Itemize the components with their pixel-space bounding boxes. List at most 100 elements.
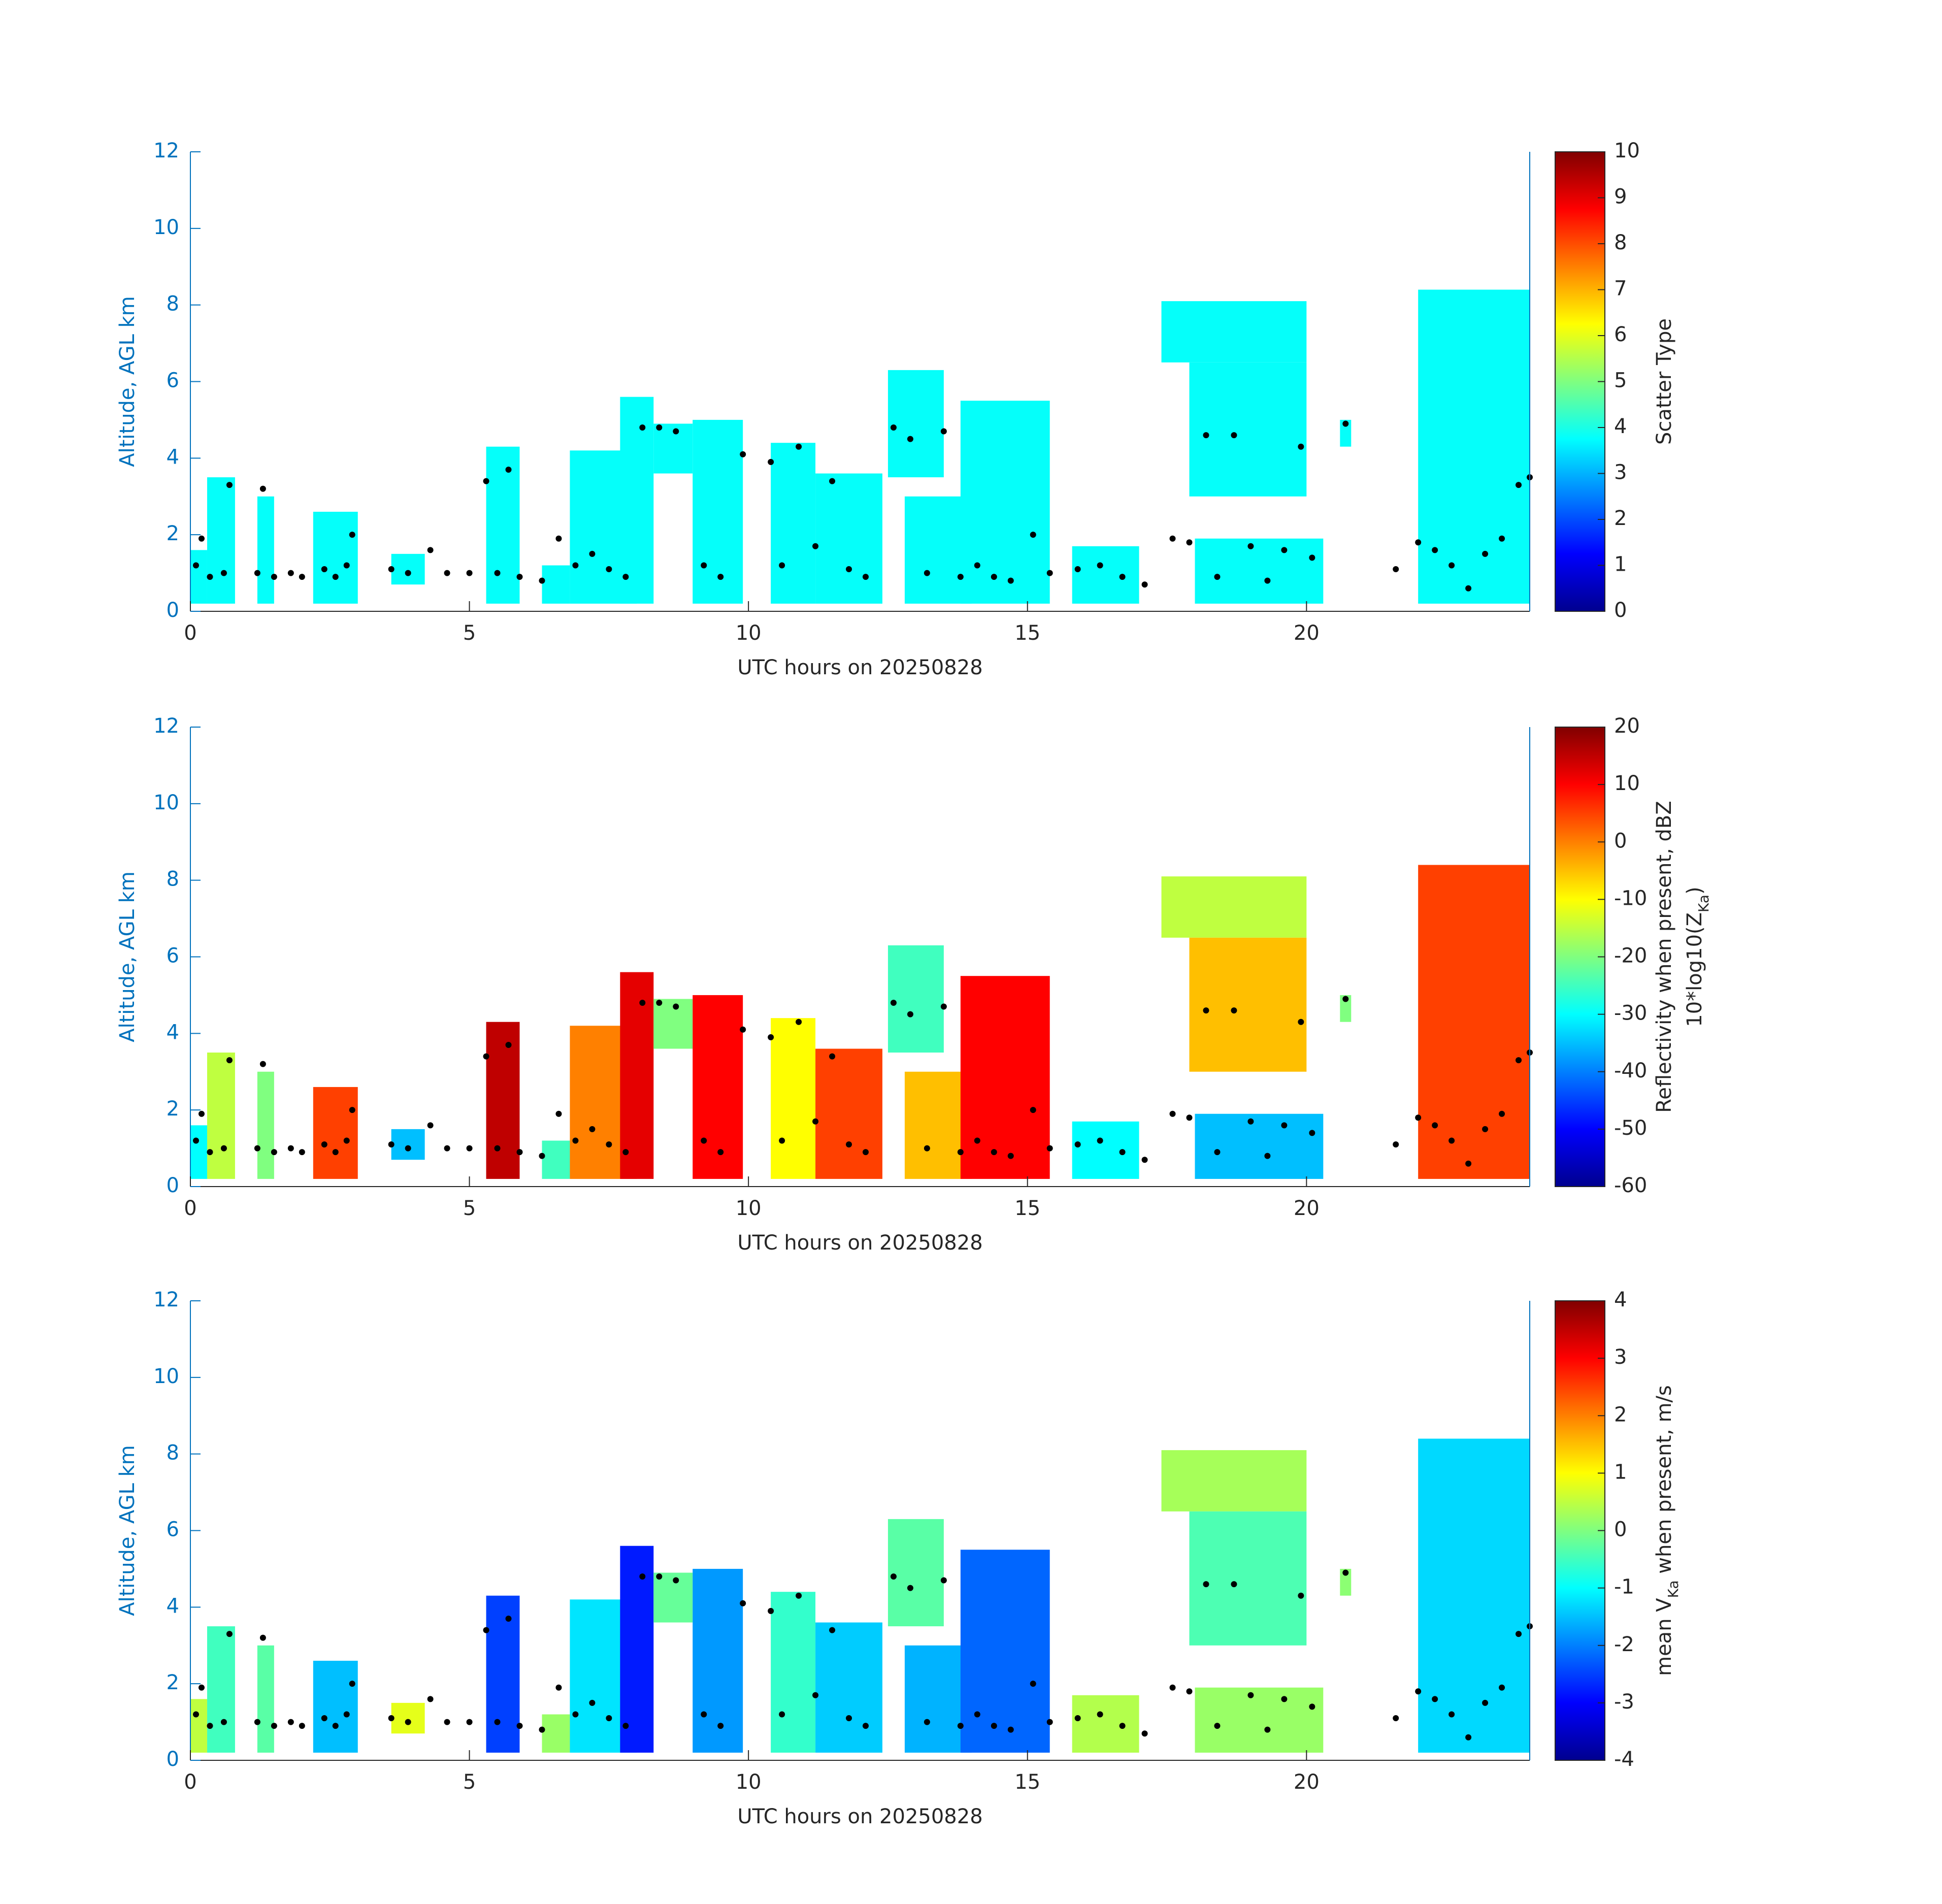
cloud-base-point	[299, 574, 305, 580]
colorbar-tick-label: 1	[1614, 553, 1627, 576]
cloud-base-point	[332, 574, 339, 580]
cloud-base-point	[1415, 1114, 1422, 1121]
cloud-base-point	[1046, 570, 1053, 576]
cloud-base-point	[1298, 1592, 1304, 1599]
radar-cell	[1418, 289, 1530, 604]
cloud-base-point	[483, 1053, 489, 1060]
colorbar-tick-label: 10	[1614, 139, 1640, 162]
cloud-base-point	[924, 1719, 930, 1725]
cloud-base-point	[740, 1600, 746, 1606]
cloud-base-point	[287, 1719, 294, 1725]
cloud-base-point	[1119, 1723, 1126, 1729]
cloud-base-point	[1449, 1137, 1455, 1144]
y-tick-label: 10	[153, 791, 179, 814]
cloud-base-point	[483, 478, 489, 484]
x-tick-label: 15	[1014, 621, 1040, 645]
cloud-base-point	[226, 1057, 233, 1064]
cloud-base-point	[207, 1149, 213, 1156]
cloud-base-point	[321, 566, 327, 573]
cloud-base-point	[1030, 1107, 1036, 1113]
cloud-base-point	[1169, 1684, 1176, 1691]
colorbar-tick-label: -50	[1614, 1117, 1647, 1140]
radar-cell	[1189, 362, 1307, 497]
radar-cell	[887, 370, 944, 478]
cloud-base-point	[940, 1577, 947, 1584]
cloud-base-point	[1141, 1730, 1148, 1737]
cloud-base-point	[991, 1723, 997, 1729]
cloud-base-point	[974, 562, 980, 569]
radar-cell	[1072, 546, 1139, 604]
cloud-base-point	[1482, 1126, 1489, 1132]
cloud-base-point	[198, 535, 205, 542]
colorbar	[1555, 151, 1605, 612]
y-tick-label: 12	[153, 714, 179, 738]
cloud-base-point	[516, 574, 523, 580]
radar-cell	[391, 1702, 425, 1734]
y-tick-label: 12	[153, 1288, 179, 1311]
cloud-base-point	[220, 1145, 227, 1152]
cloud-base-point	[516, 1723, 523, 1729]
radar-cell	[257, 1645, 274, 1753]
cloud-base-point	[957, 1149, 964, 1156]
cloud-base-point	[1169, 535, 1176, 542]
cloud-base-point	[321, 1715, 327, 1722]
cloud-base-point	[1247, 543, 1254, 549]
cloud-base-point	[349, 1107, 355, 1113]
x-tick-label: 5	[463, 1197, 476, 1220]
radar-cell	[257, 1071, 274, 1179]
radar-cell	[887, 945, 944, 1053]
cloud-base-point	[779, 562, 785, 569]
cloud-base-point	[639, 1573, 646, 1580]
colorbar-label-part: Reflectivity when present, dBZ	[1653, 801, 1676, 1113]
radar-cell	[960, 1550, 1050, 1753]
cloud-base-point	[271, 1723, 277, 1729]
cloud-base-point	[254, 1719, 260, 1725]
cloud-base-point	[1186, 539, 1193, 546]
cloud-base-point	[1432, 547, 1438, 553]
cloud-base-point	[1342, 1569, 1349, 1576]
cloud-base-point	[192, 1711, 199, 1718]
radar-cell	[815, 473, 882, 604]
cloud-base-point	[656, 1000, 663, 1006]
colorbar-label-part: )	[1683, 887, 1706, 895]
colorbar-tick-label: 7	[1614, 277, 1627, 301]
cloud-base-point	[271, 1149, 277, 1156]
colorbar-tick-label: 2	[1614, 1403, 1627, 1426]
cloud-base-point	[829, 478, 836, 484]
cloud-base-point	[940, 428, 947, 435]
cloud-base-point	[388, 1141, 394, 1148]
cloud-base-point	[1432, 1696, 1438, 1702]
colorbar-tick-label: -10	[1614, 887, 1647, 910]
radar-cell	[542, 565, 570, 604]
colorbar-tick-label: -3	[1614, 1690, 1634, 1714]
cloud-base-point	[589, 550, 596, 557]
cloud-base-point	[1465, 1160, 1472, 1167]
cloud-base-point	[1141, 1157, 1148, 1163]
cloud-base-point	[1074, 566, 1081, 573]
cloud-base-point	[1415, 539, 1422, 546]
cloud-base-point	[1432, 1122, 1438, 1129]
y-tick-label: 2	[167, 1671, 179, 1694]
cloud-base-point	[768, 1607, 774, 1614]
cloud-base-point	[299, 1149, 305, 1156]
colorbar-label-part: Ka	[1665, 1580, 1682, 1598]
x-tick-label: 20	[1294, 1197, 1320, 1220]
colorbar-tick-label: 20	[1614, 714, 1640, 738]
cloud-base-point	[427, 547, 434, 553]
colorbar	[1555, 727, 1605, 1187]
cloud-base-point	[254, 1145, 260, 1152]
y-tick-label: 4	[167, 445, 179, 469]
cloud-base-point	[572, 1137, 579, 1144]
cloud-base-point	[444, 570, 450, 576]
radar-cell	[620, 972, 654, 1179]
cloud-base-point	[332, 1723, 339, 1729]
colorbar-tick-label: 3	[1614, 461, 1627, 484]
cloud-base-point	[1231, 432, 1237, 439]
cloud-base-point	[1499, 1110, 1505, 1117]
cloud-base-point	[349, 532, 355, 538]
cloud-base-point	[254, 570, 260, 576]
cloud-base-point	[1074, 1715, 1081, 1722]
cloud-base-point	[572, 1711, 579, 1718]
colorbar-tick-label: 1	[1614, 1460, 1627, 1484]
cloud-base-point	[466, 1719, 473, 1725]
